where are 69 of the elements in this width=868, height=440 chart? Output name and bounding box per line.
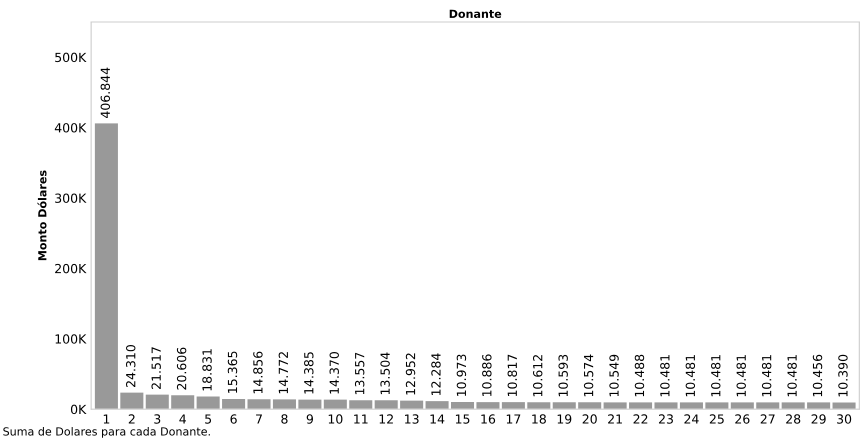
data-label: 12.952 <box>406 353 416 395</box>
data-label: 10.886 <box>482 354 492 396</box>
y-tick-label: 500K <box>55 52 87 62</box>
x-tick-label: 13 <box>405 414 419 424</box>
x-tick-label: 15 <box>456 414 470 424</box>
x-tick-label: 4 <box>179 414 186 424</box>
data-label: 24.310 <box>126 345 136 388</box>
data-label: 21.517 <box>151 347 161 389</box>
data-label: 12.284 <box>431 353 441 396</box>
x-tick-label: 5 <box>205 414 212 424</box>
data-label: 10.481 <box>736 355 746 396</box>
x-tick-label: 9 <box>306 414 313 424</box>
data-label: 10.481 <box>762 355 772 396</box>
x-tick-label: 7 <box>256 414 262 424</box>
x-tick-label: 16 <box>481 414 496 424</box>
y-tick-label: 400K <box>54 123 87 133</box>
x-tick-label: 21 <box>608 414 622 424</box>
chart-title: Donante <box>450 10 502 18</box>
x-tick-label: 17 <box>506 414 520 424</box>
data-label: 10.481 <box>686 355 696 396</box>
data-label: 15.365 <box>228 352 238 393</box>
data-label: 14.772 <box>278 352 288 394</box>
x-tick-label: 10 <box>328 414 342 424</box>
x-tick-label: 29 <box>812 414 826 424</box>
data-label: 10.593 <box>558 354 568 396</box>
y-tick-label: 200K <box>55 264 87 274</box>
data-label: 10.456 <box>812 354 822 396</box>
x-tick-label: 26 <box>735 414 750 424</box>
data-label: 13.557 <box>354 352 364 394</box>
y-tick-label: 0K <box>70 404 87 414</box>
data-label: 10.488 <box>634 354 644 396</box>
x-tick-label: 12 <box>380 414 393 424</box>
data-label: 20.606 <box>176 348 186 390</box>
data-label: 10.481 <box>711 355 721 396</box>
x-tick-label: 24 <box>684 414 699 424</box>
x-tick-label: 22 <box>634 414 648 424</box>
x-tick-label: 27 <box>760 414 775 424</box>
data-label: 13.504 <box>380 352 390 394</box>
x-tick-label: 6 <box>230 414 237 424</box>
data-label: 14.370 <box>330 352 339 394</box>
x-tick-label: 23 <box>658 414 673 424</box>
data-label: 10.481 <box>660 355 670 396</box>
data-label: 10.390 <box>838 354 848 396</box>
x-tick-label: 11 <box>354 414 368 424</box>
x-tick-label: 19 <box>558 414 572 424</box>
data-label: 10.612 <box>532 355 542 396</box>
y-axis-title: Monto Dólares <box>37 170 47 260</box>
data-label: 406.844 <box>100 68 110 118</box>
data-label: 14.856 <box>253 352 263 394</box>
x-tick-label: 2 <box>128 414 135 424</box>
x-tick-label: 8 <box>281 414 288 424</box>
y-tick-label: 100K <box>56 334 87 344</box>
data-label: 10.481 <box>787 355 797 396</box>
data-label: 18.831 <box>202 349 212 390</box>
x-tick-label: 3 <box>154 414 160 424</box>
x-tick-label: 20 <box>582 414 597 424</box>
x-tick-label: 30 <box>837 414 852 424</box>
x-tick-label: 28 <box>786 414 800 424</box>
data-label: 10.574 <box>584 354 594 396</box>
y-tick-label: 300K <box>55 193 87 203</box>
data-label: 14.385 <box>304 352 314 394</box>
x-tick-label: 18 <box>532 414 546 424</box>
x-tick-label: 25 <box>710 414 724 424</box>
data-label: 10.549 <box>609 354 619 396</box>
data-label: 10.817 <box>508 354 518 396</box>
text: Suma de Dolares para cada Donante. <box>3 427 210 438</box>
x-tick-label: 1 <box>104 414 110 424</box>
data-label: 10.973 <box>456 354 466 396</box>
x-tick-label: 14 <box>430 414 444 424</box>
